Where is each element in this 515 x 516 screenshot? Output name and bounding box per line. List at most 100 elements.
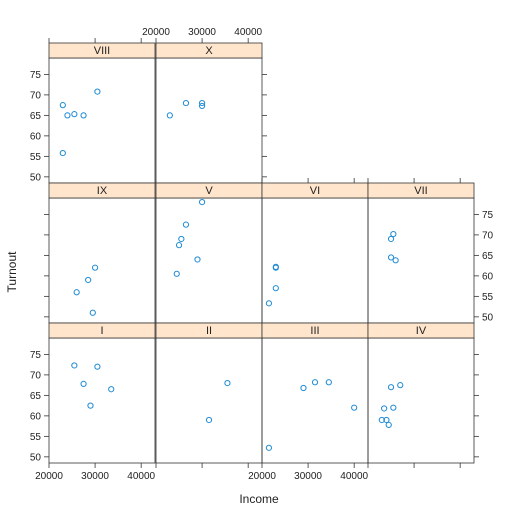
data-point	[166, 112, 173, 119]
data-point	[387, 384, 395, 391]
panel-iii: III	[261, 322, 369, 464]
data-point	[265, 444, 273, 451]
panel-frame	[261, 197, 369, 324]
panel-strip	[155, 42, 263, 59]
data-point	[205, 416, 213, 424]
y-tick-label: 65	[30, 391, 42, 402]
data-point	[325, 379, 332, 386]
x-tick-label: 30000	[188, 27, 216, 38]
data-point	[173, 270, 180, 277]
x-tick-label: 30000	[294, 471, 322, 482]
x-tick-label: 40000	[234, 27, 262, 38]
data-point	[390, 404, 397, 411]
panel-strip-label: IX	[97, 185, 108, 197]
y-tick-label: 60	[30, 131, 42, 142]
panels-layer: VIII XIX V VI VIII II III IV5055606570755055606…	[30, 27, 494, 482]
panel-strip	[48, 182, 156, 199]
data-point	[108, 386, 115, 393]
data-point	[194, 256, 201, 263]
y-tick-label: 55	[30, 152, 42, 163]
data-point	[80, 112, 87, 119]
data-point	[182, 221, 190, 228]
panel-strip-label: VIII	[94, 45, 111, 57]
y-tick-label: 50	[30, 452, 42, 463]
y-axis-label: Turnout	[5, 251, 19, 293]
data-point	[385, 421, 392, 428]
x-axis-label: Income	[239, 492, 279, 506]
panel-frame	[261, 337, 369, 464]
data-point	[392, 257, 399, 264]
data-point	[59, 149, 66, 157]
y-tick-label: 60	[482, 271, 494, 282]
y-tick-label: 60	[30, 411, 42, 422]
data-point	[64, 112, 71, 119]
data-point	[387, 254, 395, 261]
panel-x: X	[155, 42, 263, 184]
panel-strip-label: IV	[416, 325, 427, 337]
panel-strip-label: V	[205, 185, 213, 197]
data-point	[198, 99, 206, 107]
data-point	[94, 363, 101, 370]
panel-frame	[155, 337, 263, 464]
y-tick-label: 70	[482, 230, 494, 241]
x-tick-label: 40000	[340, 471, 368, 482]
panel-ii: II	[155, 322, 263, 464]
y-tick-label: 50	[482, 312, 494, 323]
panel-vi: VI	[261, 182, 369, 324]
panel-ix: IX	[48, 182, 156, 324]
y-tick-label: 70	[30, 90, 42, 101]
y-tick-label: 65	[482, 251, 494, 262]
panel-v: V	[155, 182, 263, 324]
data-point	[198, 198, 206, 206]
data-point	[397, 382, 404, 389]
panel-strip-label: II	[206, 325, 212, 337]
data-point	[272, 285, 279, 292]
data-point	[85, 276, 92, 284]
data-point	[351, 404, 358, 411]
data-point	[378, 416, 385, 424]
data-point	[390, 230, 397, 238]
data-point	[381, 405, 388, 412]
data-point	[59, 102, 66, 109]
data-point	[89, 309, 96, 316]
panel-strip	[48, 322, 156, 339]
panel-vii: VII	[367, 182, 475, 324]
y-tick-label: 55	[30, 432, 42, 443]
y-tick-label: 55	[482, 292, 494, 303]
panel-strip-label: VI	[310, 185, 320, 197]
data-point	[71, 362, 78, 369]
panel-strip	[48, 42, 156, 59]
data-point	[94, 88, 101, 95]
data-point	[80, 380, 87, 388]
data-point	[387, 235, 395, 243]
data-point	[87, 402, 94, 409]
panel-frame	[367, 337, 475, 464]
y-tick-label: 75	[30, 350, 42, 361]
x-tick-label: 20000	[248, 471, 276, 482]
panel-strip	[367, 322, 475, 339]
x-tick-label: 40000	[127, 471, 155, 482]
x-tick-label: 20000	[142, 27, 170, 38]
data-point	[272, 263, 279, 270]
panel-strip-label: III	[310, 325, 319, 337]
y-tick-label: 50	[30, 172, 42, 183]
panel-frame	[48, 57, 156, 184]
data-point	[91, 264, 99, 271]
panel-frame	[155, 57, 263, 184]
data-point	[311, 379, 319, 386]
data-point	[175, 242, 183, 249]
data-point	[198, 102, 206, 110]
panel-frame	[367, 197, 475, 324]
x-tick-label: 30000	[81, 471, 109, 482]
data-point	[224, 379, 231, 387]
panel-frame	[48, 337, 156, 464]
panel-frame	[155, 197, 263, 324]
panel-strip-label: VII	[414, 185, 427, 197]
panel-iv: IV	[367, 322, 475, 464]
panel-viii: VIII	[48, 42, 156, 184]
data-point	[300, 384, 307, 392]
data-point	[182, 99, 190, 107]
y-tick-label: 75	[482, 210, 494, 221]
panel-strip-label: I	[100, 325, 103, 337]
